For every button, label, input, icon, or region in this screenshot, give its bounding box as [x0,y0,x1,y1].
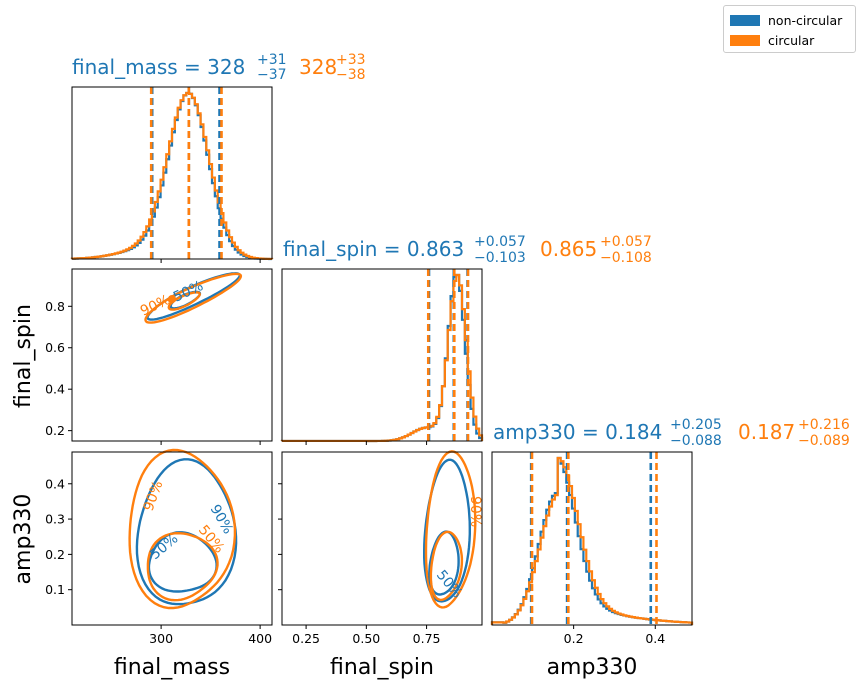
ytick-r2-c0-label-3: 0.4 [45,476,65,491]
contour-mass-spin-90-orange [144,272,243,324]
axes-frames [71,86,693,626]
frame-c0-r2 [71,451,273,626]
contour-mass-spin-50-orange [167,291,201,311]
ytick-r2-c0-label-0: 0.1 [45,582,65,597]
contour-mass-amp-90-orange [128,448,237,610]
xtick-r2-c0-label-1: 400 [248,631,272,646]
xlabel-amp330: amp330 [547,655,638,680]
title-final-spin-orange-lo: −0.108 [600,250,652,266]
title-final-spin-orange-up: +0.057 [600,234,652,250]
title-final-mass-orange-val: 328 [299,55,337,79]
ytick-r1-c0-label-2: 0.6 [45,340,65,355]
legend-swatch-blue [730,14,760,26]
legend-label-circular: circular [768,32,815,48]
title-final-spin-blue-lo: −0.103 [474,250,526,266]
contour-label-90-mass-amp-orange: 90% [141,479,167,514]
title-amp330-orange-val: 0.187 [738,420,795,444]
title-final-spin-orange-val: 0.865 [540,237,597,261]
legend-item-non-circular: non-circular [730,12,842,28]
contour-spin-amp-50-blue [428,530,460,596]
plot-marks [70,87,694,625]
frame-c1-r1 [281,268,483,442]
legend-item-circular: circular [730,32,814,48]
frame-c2-r2 [491,451,693,626]
contour-spin-amp-50-orange [429,530,464,602]
hist-final-mass-circular [70,91,274,261]
title-final-mass-orange-up: +33 [336,52,366,68]
xlabel-final-mass: final_mass [114,655,230,680]
title-amp330-blue-up: +0.205 [670,417,722,433]
title-final-mass-orange-lo: −38 [336,67,366,83]
axes-ticks: 300 400 0.25 0.50 0.75 0.2 0.4 0.2 0.4 0.6 0.8 0.1 0… [45,259,665,646]
contour-spin-amp-90-blue [423,458,471,603]
xtick-r2-c1-label-1: 0.50 [352,631,380,646]
ylabel-amp330: amp330 [11,494,36,585]
ytick-r1-c0-label-3: 0.8 [45,299,65,314]
ytick-r1-c0-label-0: 0.2 [45,423,65,438]
contour-mass-spin-peak [168,295,176,303]
contour-mass-amp-90-blue [135,458,238,606]
title-amp330-blue-lo: −0.088 [670,433,722,449]
legend-label-non-circular: non-circular [768,12,843,28]
hist-final-spin-non-circular [280,273,484,443]
xtick-r2-c0-label-0: 300 [149,631,173,646]
xtick-r2-c2-label-0: 0.2 [564,631,584,646]
ytick-r1-c0-label-1: 0.4 [45,382,65,397]
frame-c0-r0 [71,86,273,260]
xlabel-final-spin: final_spin [330,655,434,680]
title-final-mass-blue-lo: −37 [257,67,287,83]
legend-swatch-orange [730,34,760,46]
title-final-mass: final_mass = 328 [72,55,245,79]
frame-c1-r2 [281,451,483,626]
title-final-spin: final_spin = 0.863 [283,237,464,261]
xtick-r2-c1-label-2: 0.75 [413,631,441,646]
xtick-r2-c2-label-1: 0.4 [645,631,665,646]
legend: non-circular circular [723,5,856,53]
title-final-mass-blue-up: +31 [257,52,287,68]
ytick-r2-c0-label-1: 0.2 [45,547,65,562]
ylabel-final-spin: final_spin [11,304,36,408]
contour-label-50-mass-amp-blue: 50% [147,531,181,563]
title-amp330: amp330 = 0.184 [493,420,662,444]
title-amp330-orange-up: +0.216 [798,417,850,433]
title-amp330-orange-lo: −0.089 [798,433,850,449]
hist-amp330-circular [490,456,694,625]
hist-final-spin-circular [280,273,484,443]
hist-amp330-non-circular [490,456,694,625]
hist-final-mass-non-circular [70,91,274,261]
title-final-spin-blue-up: +0.057 [474,234,526,250]
xtick-r2-c1-label-0: 0.25 [292,631,320,646]
contour-label-90-spin-amp: 90% [467,496,483,527]
ytick-r2-c0-label-2: 0.3 [45,512,65,527]
frame-c0-r1 [71,268,273,442]
contour-spin-amp-90-orange [424,450,477,609]
contour-mass-amp-50-orange [146,531,219,602]
